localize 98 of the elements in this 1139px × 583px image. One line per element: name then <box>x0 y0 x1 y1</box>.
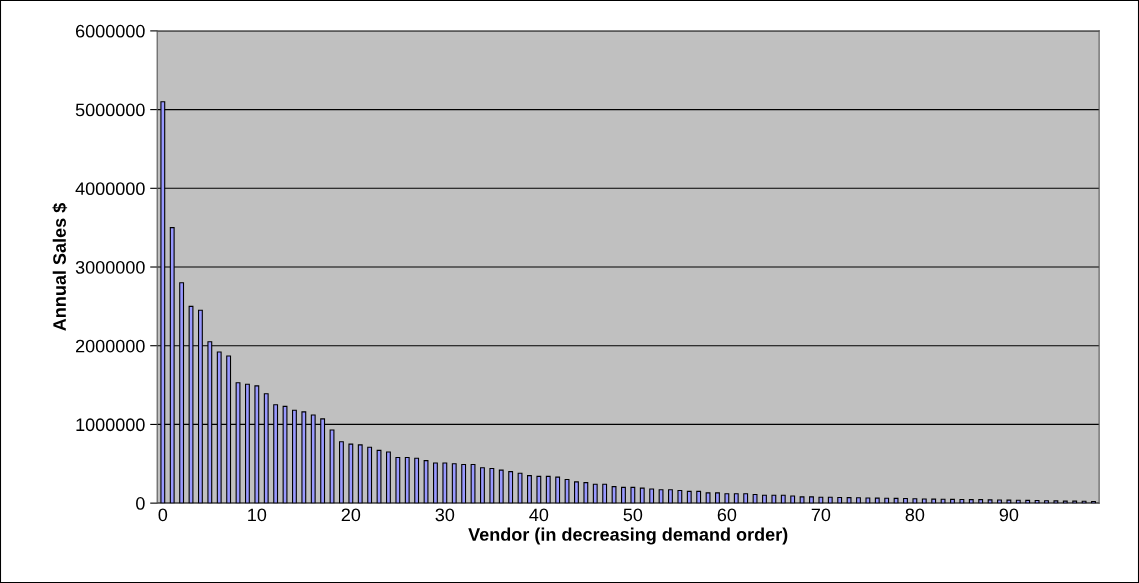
bar <box>348 443 354 504</box>
bar <box>950 498 955 504</box>
bar <box>423 460 429 504</box>
bar <box>536 475 542 504</box>
bar <box>649 488 655 504</box>
bar <box>997 499 1002 504</box>
bar <box>1053 500 1059 504</box>
bar <box>733 493 739 504</box>
x-axis-title: Vendor (in decreasing demand order) <box>468 527 788 545</box>
y-tick-label: 6000000 <box>76 24 145 38</box>
bar <box>442 462 448 504</box>
bar <box>677 489 683 504</box>
bar <box>508 471 514 504</box>
bar <box>865 497 871 504</box>
bar <box>621 486 626 504</box>
bar <box>856 497 861 504</box>
x-tick-label: 90 <box>999 508 1019 522</box>
bar <box>668 489 673 504</box>
bar <box>809 496 814 504</box>
bar <box>931 498 937 504</box>
x-tick-label: 50 <box>623 508 643 522</box>
bar <box>705 492 711 504</box>
bar <box>517 472 523 504</box>
y-tick-label: 4000000 <box>75 182 145 196</box>
bar <box>564 478 570 504</box>
bar <box>799 496 805 504</box>
bar <box>1062 500 1068 504</box>
y-tick-label: 0 <box>136 497 145 510</box>
y-tick-label: 5000000 <box>75 103 145 117</box>
bar <box>489 467 495 504</box>
bar <box>912 498 918 504</box>
bar <box>414 457 420 504</box>
bar <box>752 493 758 504</box>
bar <box>827 496 833 504</box>
bar <box>592 483 598 504</box>
bar <box>874 497 880 504</box>
bar <box>404 456 410 504</box>
y-tick-label: 1000000 <box>76 418 145 432</box>
bar <box>386 451 391 504</box>
bar <box>921 498 927 504</box>
x-tick-label: 60 <box>717 508 737 522</box>
bar <box>1006 499 1012 504</box>
bar <box>893 497 899 504</box>
bar <box>724 493 730 504</box>
bar <box>743 493 749 504</box>
x-tick-label: 0 <box>158 508 168 522</box>
bar <box>451 463 457 504</box>
x-tick-label: 20 <box>341 508 361 522</box>
bar <box>762 494 767 504</box>
x-tick-label: 80 <box>905 508 925 522</box>
bar <box>959 498 965 504</box>
bar <box>433 462 438 504</box>
y-axis-title: Annual Sales $ <box>52 203 68 331</box>
bar <box>480 467 485 504</box>
x-tick-label: 40 <box>529 508 549 522</box>
bar <box>771 494 777 504</box>
x-tick-label: 10 <box>248 508 267 522</box>
bar <box>940 498 946 504</box>
bar <box>555 476 561 504</box>
bar <box>968 499 974 504</box>
bar <box>583 482 589 504</box>
bar <box>639 487 645 504</box>
bar <box>837 496 843 504</box>
bar <box>658 489 664 504</box>
bar <box>376 449 382 504</box>
x-tick-label: 30 <box>435 508 455 522</box>
bar <box>1034 499 1040 504</box>
bar <box>395 456 401 504</box>
bar <box>611 486 617 504</box>
bar <box>818 496 824 504</box>
bar <box>527 475 532 504</box>
bar <box>884 497 890 504</box>
bar <box>715 492 720 504</box>
bar <box>630 486 636 504</box>
x-tick-label: 70 <box>811 508 831 522</box>
bar <box>846 497 852 504</box>
bar <box>357 444 363 504</box>
bar <box>1025 499 1031 504</box>
bar <box>339 441 344 504</box>
bar <box>461 464 467 504</box>
bar <box>498 469 504 504</box>
bar <box>329 429 335 504</box>
bar <box>1015 499 1021 504</box>
bar <box>367 446 373 504</box>
bar <box>574 481 579 504</box>
bar <box>602 483 608 504</box>
bar <box>780 494 786 504</box>
bar <box>903 498 908 504</box>
bar <box>545 475 551 504</box>
bar <box>987 499 993 504</box>
bar <box>470 464 476 504</box>
y-tick-label: 2000000 <box>76 339 145 353</box>
bar <box>978 499 984 504</box>
bar <box>1044 500 1049 504</box>
y-tick-label: 3000000 <box>75 260 145 274</box>
bar <box>790 495 796 504</box>
bar <box>686 490 692 504</box>
bar <box>696 490 702 504</box>
